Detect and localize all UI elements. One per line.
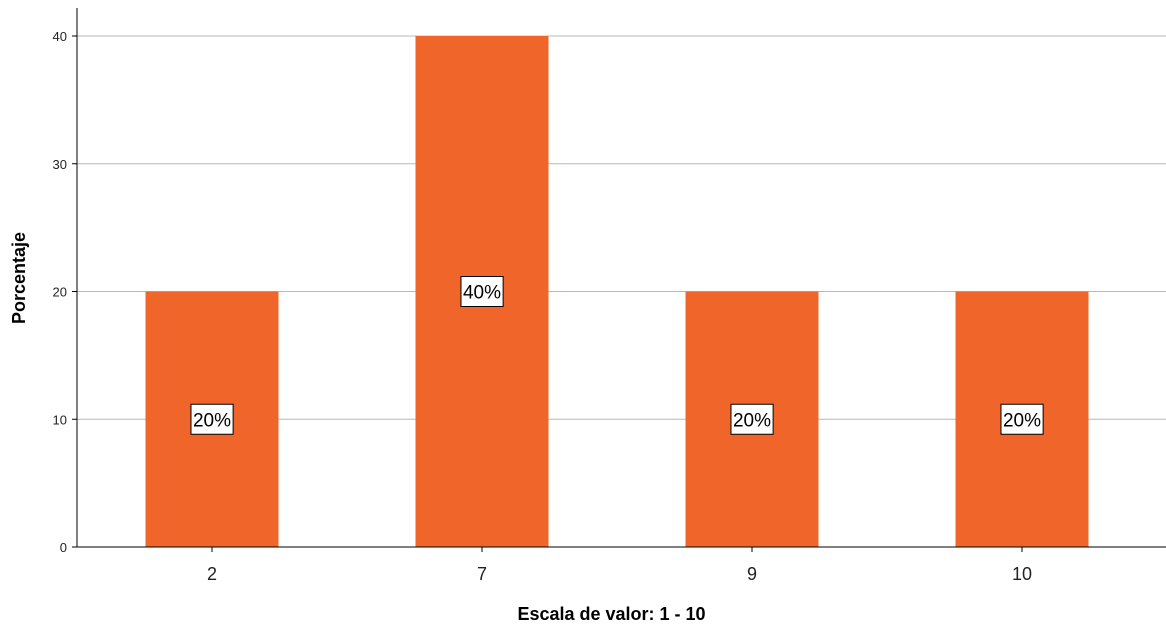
data-label-box [1000,403,1044,435]
x-tick-label: 10 [1012,564,1032,584]
y-tick-label: 30 [53,157,67,172]
x-tick-labels: 2 7 9 10 [207,547,1032,584]
y-tick-labels: 0 10 20 30 40 [53,29,77,555]
data-label-box [190,403,234,435]
y-tick-label: 20 [53,285,67,300]
data-label-text: 20% [1003,410,1041,431]
data-labels: 20% 40% 20% 20% [190,276,1044,435]
data-label-box [730,403,774,435]
axes [76,8,1166,548]
data-label: 20% [1000,403,1044,435]
x-tick-label: 7 [477,564,487,584]
y-tick-label: 0 [60,540,67,555]
data-label-text: 20% [733,410,771,431]
x-tick-label: 9 [747,564,757,584]
data-label: 20% [730,403,774,435]
data-label: 20% [190,403,234,435]
data-label-text: 40% [463,283,501,304]
y-tick-label: 10 [53,412,67,427]
data-label-text: 20% [193,410,231,431]
data-label-box [460,276,504,307]
x-tick-label: 2 [207,564,217,584]
x-axis-title: Escala de valor: 1 - 10 [517,604,705,624]
data-label: 40% [460,276,504,307]
y-axis-title: Porcentaje [9,232,29,324]
y-tick-label: 40 [53,29,67,44]
